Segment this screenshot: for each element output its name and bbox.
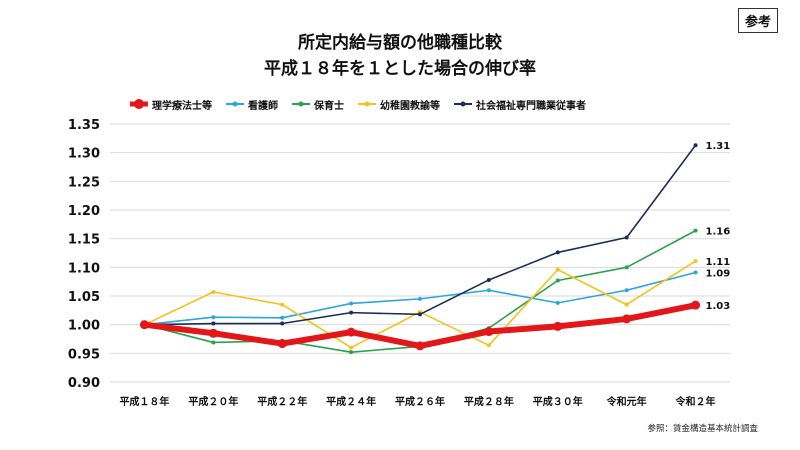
x-tick-label: 平成２２年 bbox=[257, 395, 307, 408]
y-tick-label: 1.25 bbox=[68, 175, 100, 190]
legend-item: 看護師 bbox=[226, 97, 278, 112]
legend-swatch bbox=[292, 99, 310, 109]
data-point bbox=[349, 310, 354, 315]
data-point bbox=[624, 288, 629, 293]
y-tick-label: 0.95 bbox=[68, 347, 100, 362]
data-point bbox=[415, 341, 425, 351]
data-point bbox=[349, 345, 354, 350]
data-point bbox=[624, 235, 629, 240]
y-tick-label: 1.00 bbox=[68, 319, 100, 334]
y-tick-label: 1.35 bbox=[68, 118, 100, 133]
end-value-label: 1.11 bbox=[706, 257, 731, 268]
x-tick-label: 平成２０年 bbox=[188, 395, 238, 408]
chart-title: 所定内給与額の他職種比較 平成１８年を１とした場合の伸び率 bbox=[0, 30, 800, 82]
title-line-1: 所定内給与額の他職種比較 bbox=[298, 33, 502, 53]
end-value-label: 1.09 bbox=[706, 268, 731, 279]
y-tick-label: 1.05 bbox=[68, 290, 100, 305]
y-tick-label: 1.15 bbox=[68, 233, 100, 248]
data-point bbox=[486, 288, 491, 293]
data-point bbox=[693, 270, 698, 275]
data-point bbox=[208, 328, 218, 338]
x-tick-label: 平成３０年 bbox=[533, 395, 583, 408]
data-point bbox=[555, 267, 560, 272]
data-point bbox=[211, 315, 216, 320]
data-point bbox=[211, 340, 216, 345]
data-point bbox=[624, 265, 629, 270]
legend-label: 幼稚園教諭等 bbox=[380, 100, 440, 112]
legend-label: 看護師 bbox=[248, 100, 278, 112]
x-tick-label: 平成２８年 bbox=[464, 395, 514, 408]
end-value-label: 1.31 bbox=[706, 141, 731, 152]
x-tick-label: 平成１８年 bbox=[119, 395, 169, 408]
x-tick-label: 平成２４年 bbox=[326, 395, 376, 408]
legend-label: 保育士 bbox=[314, 100, 344, 112]
legend-label: 社会福祉専門職業従事者 bbox=[476, 100, 586, 112]
legend-swatch bbox=[226, 99, 244, 109]
legend: 理学療法士等 看護師 保育士 幼稚園教諭等 社会福祉専門職業従事者 bbox=[130, 96, 586, 112]
data-point bbox=[346, 327, 356, 337]
x-tick-label: 令和元年 bbox=[606, 395, 647, 408]
title-line-2: 平成１８年を１とした場合の伸び率 bbox=[264, 59, 536, 79]
y-tick-label: 0.90 bbox=[68, 376, 100, 391]
data-point bbox=[211, 289, 216, 294]
legend-swatch bbox=[130, 99, 148, 109]
data-point bbox=[624, 302, 629, 307]
end-value-label: 1.03 bbox=[706, 301, 731, 312]
legend-swatch bbox=[454, 99, 472, 109]
legend-label: 理学療法士等 bbox=[152, 100, 212, 112]
data-point bbox=[555, 300, 560, 305]
legend-swatch bbox=[358, 99, 376, 109]
data-point bbox=[277, 339, 287, 349]
legend-item: 保育士 bbox=[292, 97, 344, 112]
data-point bbox=[211, 321, 216, 326]
data-point bbox=[555, 278, 560, 283]
x-tick-label: 令和２年 bbox=[675, 395, 716, 408]
data-point bbox=[691, 300, 701, 310]
data-point bbox=[486, 277, 491, 282]
reference-badge: 参考 bbox=[737, 8, 778, 33]
data-point bbox=[555, 250, 560, 255]
data-point bbox=[693, 259, 698, 264]
source-note: 参照：賃金構造基本統計調査 bbox=[647, 424, 758, 434]
y-tick-label: 1.20 bbox=[68, 204, 100, 219]
data-point bbox=[486, 343, 491, 348]
data-point bbox=[622, 314, 632, 324]
data-point bbox=[693, 228, 698, 233]
legend-item: 社会福祉専門職業従事者 bbox=[454, 97, 586, 112]
y-tick-label: 1.10 bbox=[68, 261, 100, 276]
legend-item: 理学療法士等 bbox=[130, 97, 212, 112]
data-point bbox=[418, 296, 422, 301]
data-point bbox=[280, 321, 285, 326]
data-point bbox=[553, 321, 563, 331]
data-point bbox=[139, 320, 149, 330]
data-point bbox=[280, 315, 285, 320]
data-point bbox=[693, 143, 698, 148]
data-point bbox=[484, 327, 494, 337]
end-value-label: 1.16 bbox=[706, 227, 731, 238]
y-tick-label: 1.30 bbox=[68, 147, 100, 162]
legend-item: 幼稚園教諭等 bbox=[358, 97, 440, 112]
data-point bbox=[349, 350, 354, 355]
data-point bbox=[418, 312, 422, 317]
x-tick-label: 平成２６年 bbox=[395, 395, 445, 408]
data-point bbox=[349, 301, 354, 306]
data-point bbox=[280, 302, 285, 307]
